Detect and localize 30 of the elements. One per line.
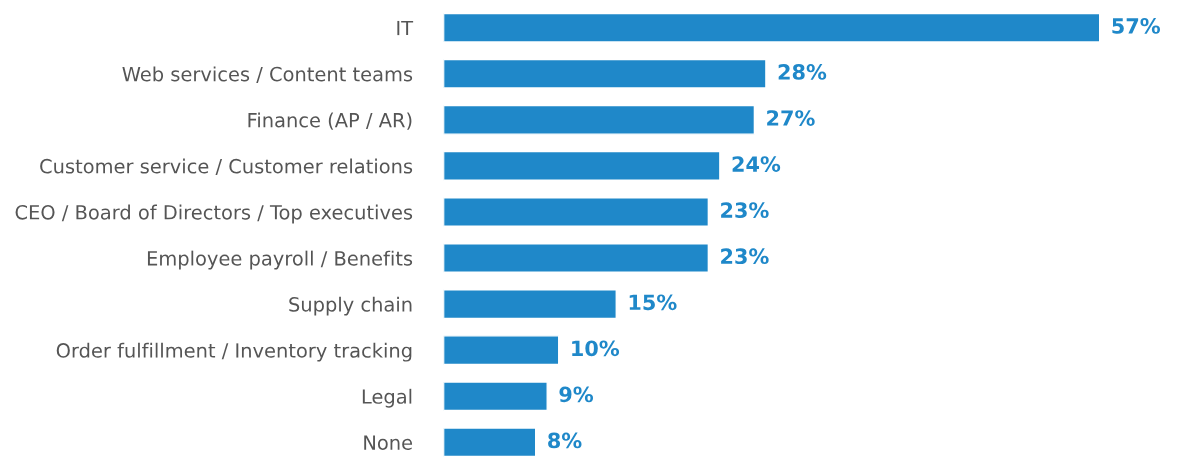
y-tick-label: Finance (AP / AR) bbox=[248, 112, 412, 130]
y-tick-label: IT bbox=[397, 20, 414, 36]
data-label: 9% bbox=[559, 386, 594, 403]
y-tick-label: Employee payroll / Benefits bbox=[147, 250, 413, 270]
y-tick-label: Legal bbox=[362, 388, 412, 408]
bar bbox=[443, 427, 537, 458]
y-tick-label: CEO / Board of Directors / Top executives bbox=[15, 204, 413, 224]
bar bbox=[443, 196, 710, 227]
data-label: 57% bbox=[1112, 18, 1160, 34]
data-label: 8% bbox=[548, 432, 582, 449]
bar bbox=[443, 289, 617, 320]
data-label: 24% bbox=[732, 156, 781, 172]
data-label: 23% bbox=[721, 202, 769, 219]
data-label: 15% bbox=[629, 294, 677, 311]
data-label: 10% bbox=[572, 340, 620, 357]
y-tick-label: Order fulfillment / Inventory tracking bbox=[56, 342, 412, 362]
y-tick-label: Web services / Content teams bbox=[122, 66, 413, 83]
y-tick-label: Supply chain bbox=[289, 296, 412, 316]
y-tick-label: None bbox=[364, 435, 413, 450]
bar bbox=[443, 104, 756, 135]
data-label: 27% bbox=[767, 110, 815, 126]
data-label: 28% bbox=[778, 64, 827, 80]
bar bbox=[443, 58, 767, 89]
bar bbox=[443, 335, 560, 366]
data-label: 23% bbox=[721, 248, 769, 265]
bar bbox=[443, 243, 710, 274]
y-tick-label: Customer service / Customer relations bbox=[40, 158, 413, 176]
bar bbox=[443, 150, 721, 181]
bar bbox=[443, 12, 1101, 43]
bar bbox=[443, 381, 548, 412]
